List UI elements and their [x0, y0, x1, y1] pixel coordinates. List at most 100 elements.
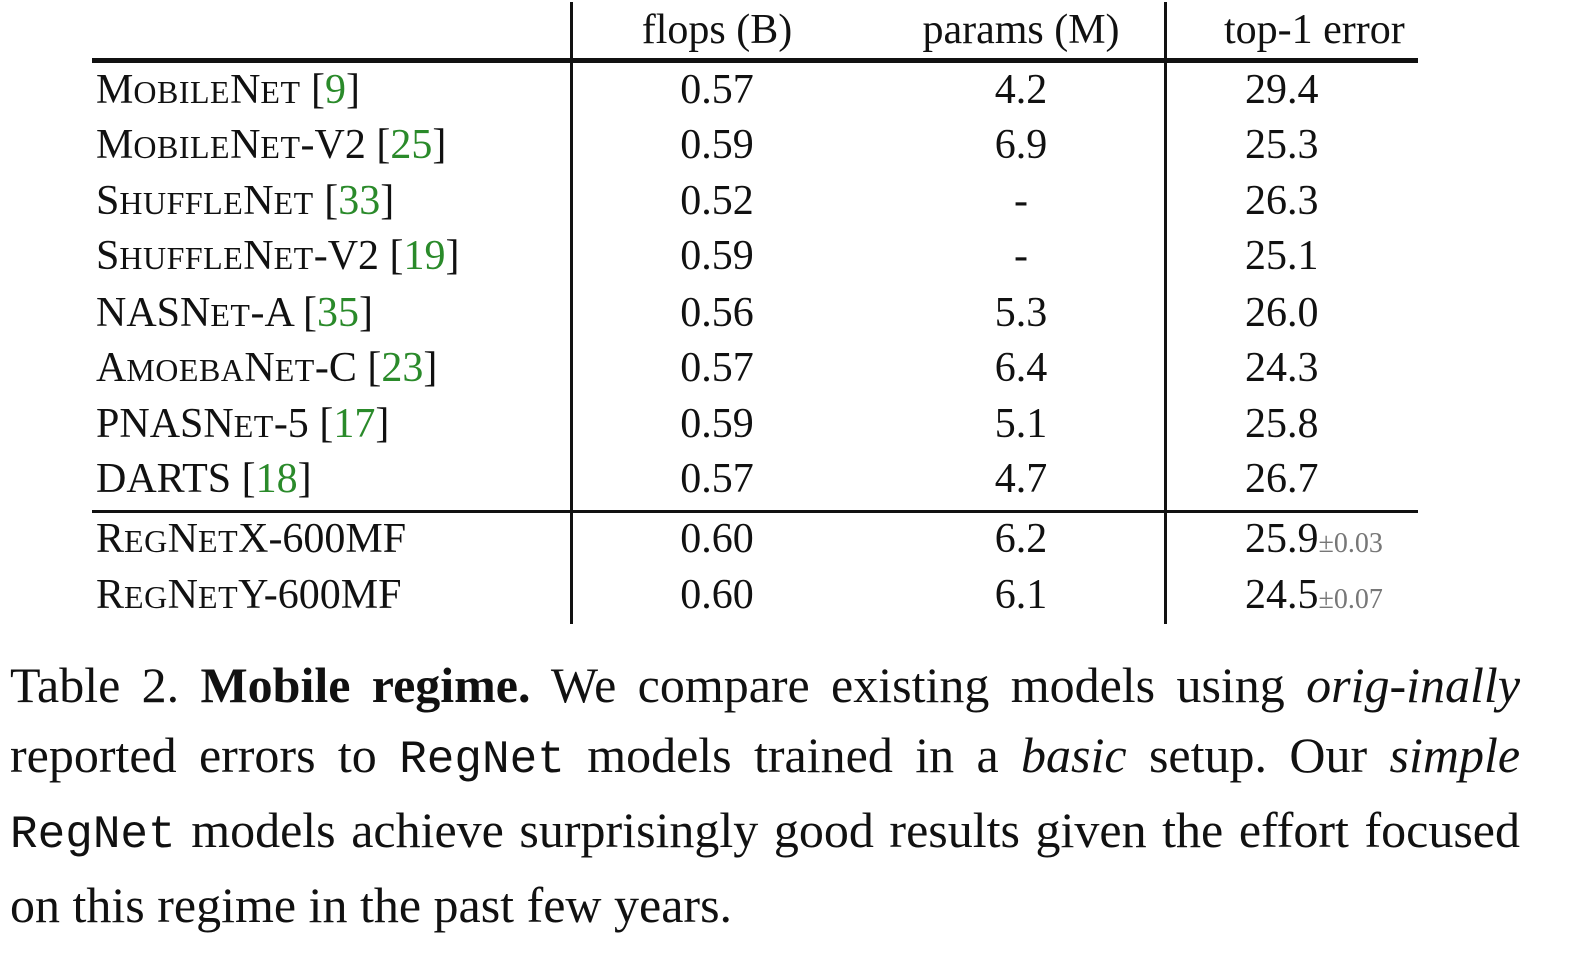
- model-name-part: R: [96, 572, 125, 618]
- caption-text-3: models trained in a: [587, 727, 999, 783]
- citation-number[interactable]: 17: [333, 401, 376, 447]
- model-name-part: HUFFLE: [119, 240, 244, 276]
- citation[interactable]: [9]: [300, 67, 360, 113]
- citation-number[interactable]: 19: [403, 233, 446, 279]
- caption-text-5: models achieve surprisingly good results…: [10, 802, 1520, 933]
- model-name: DARTS [18]: [96, 455, 312, 505]
- model-name-part: N: [243, 178, 274, 224]
- caption-title: Mobile regime.: [200, 657, 531, 713]
- flops-value: 0.57: [680, 67, 754, 113]
- error-value: 26.0: [1245, 290, 1319, 336]
- citation-number[interactable]: 33: [338, 178, 381, 224]
- model-name-part: N: [244, 345, 275, 391]
- error-cell: 26.0: [1245, 289, 1319, 337]
- model-name-part: N: [167, 572, 199, 618]
- model-name: REGNETY-600MF: [96, 571, 401, 621]
- error-value: 29.4: [1245, 67, 1319, 113]
- model-name-part: EG: [124, 523, 168, 559]
- table-caption: Table 2. Mobile regime. We compare exist…: [10, 650, 1520, 940]
- model-name: SHUFFLENET [33]: [96, 177, 394, 227]
- error-value: 26.3: [1245, 178, 1319, 224]
- citation-number[interactable]: 9: [325, 67, 346, 113]
- model-name-part: Y-600MF: [238, 572, 402, 618]
- model-name-part: DARTS: [96, 456, 232, 502]
- error-value: 25.1: [1245, 233, 1319, 279]
- error-cell: 25.8: [1245, 400, 1319, 448]
- model-name-part: N: [230, 67, 261, 113]
- model-name-part: N: [230, 122, 261, 168]
- model-name-part: OBILE: [133, 129, 231, 165]
- flops-value: 0.57: [680, 456, 754, 502]
- params-value: -: [1014, 178, 1028, 224]
- params-value: 6.9: [994, 122, 1048, 168]
- flops-value: 0.59: [680, 401, 754, 447]
- model-name-part: PNASN: [96, 401, 234, 447]
- citation-number[interactable]: 25: [390, 122, 433, 168]
- error-cell: 29.4: [1245, 66, 1319, 114]
- model-name-part: ET: [233, 408, 274, 444]
- caption-text-1: We compare existing models using: [550, 657, 1285, 713]
- model-name-part: ET: [260, 74, 301, 110]
- flops-value: 0.57: [680, 345, 754, 391]
- params-value: 6.2: [994, 516, 1048, 562]
- model-name-part: -A: [250, 290, 293, 336]
- model-name: MOBILENET-V2 [25]: [96, 121, 446, 171]
- results-table: flops (B) params (M) top-1 error MOBILEN…: [92, 2, 1418, 624]
- citation-number[interactable]: 23: [381, 345, 424, 391]
- header-top1-error: top-1 error: [1224, 7, 1405, 53]
- citation-number[interactable]: 18: [255, 456, 298, 502]
- model-name-part: X-600MF: [238, 516, 407, 562]
- flops-value: 0.59: [680, 122, 754, 168]
- citation[interactable]: [23]: [356, 345, 438, 391]
- header-rule: [92, 58, 1418, 63]
- model-name-part: -V2: [313, 233, 380, 279]
- citation-number[interactable]: 35: [316, 290, 359, 336]
- model-name-part: ET: [210, 297, 251, 333]
- model-name-part: R: [96, 516, 125, 562]
- model-name: NASNET-A [35]: [96, 289, 373, 339]
- error-cell: 26.7: [1245, 455, 1319, 503]
- column-divider-1: [570, 2, 573, 624]
- model-name-part: M: [96, 122, 134, 168]
- citation[interactable]: [25]: [365, 122, 447, 168]
- citation[interactable]: [18]: [231, 456, 312, 502]
- model-name-part: OBILE: [133, 74, 231, 110]
- model-name-part: N: [243, 233, 274, 279]
- model-name: SHUFFLENET-V2 [19]: [96, 232, 460, 282]
- flops-value: 0.60: [680, 572, 754, 618]
- column-divider-2: [1164, 2, 1167, 624]
- flops-value: 0.52: [680, 178, 754, 224]
- error-value: 24.3: [1245, 345, 1319, 391]
- caption-label: Table 2.: [10, 657, 180, 713]
- error-cell: 25.3: [1245, 121, 1319, 169]
- caption-italic-2: basic: [1021, 727, 1127, 783]
- header-flops: flops (B): [641, 7, 793, 53]
- citation[interactable]: [35]: [292, 290, 373, 336]
- model-name: MOBILENET [9]: [96, 66, 360, 116]
- model-name-part: ET: [260, 129, 301, 165]
- model-name-part: ET: [274, 352, 315, 388]
- citation[interactable]: [17]: [308, 401, 390, 447]
- params-value: 6.4: [994, 345, 1048, 391]
- model-name-part: MOEBA: [126, 352, 245, 388]
- flops-value: 0.59: [680, 233, 754, 279]
- model-name: PNASNET-5 [17]: [96, 400, 389, 450]
- model-name-part: S: [96, 178, 120, 224]
- params-value: 4.7: [994, 456, 1048, 502]
- model-name-part: ET: [198, 523, 239, 559]
- flops-value: 0.60: [680, 516, 754, 562]
- caption-text-2: reported errors to: [10, 727, 377, 783]
- error-value: 25.8: [1245, 401, 1319, 447]
- params-value: 6.1: [994, 572, 1048, 618]
- citation[interactable]: [33]: [313, 178, 395, 224]
- params-value: 5.1: [994, 401, 1048, 447]
- citation[interactable]: [19]: [379, 233, 460, 279]
- caption-text-4: setup. Our: [1148, 727, 1368, 783]
- error-value: 24.5: [1245, 572, 1319, 618]
- group-rule: [92, 510, 1418, 513]
- caption-italic-3: simple: [1389, 727, 1521, 783]
- flops-value: 0.56: [680, 290, 754, 336]
- model-name-part: -V2: [300, 122, 366, 168]
- model-name-part: HUFFLE: [119, 185, 244, 221]
- error-cell: 24.3: [1245, 344, 1319, 392]
